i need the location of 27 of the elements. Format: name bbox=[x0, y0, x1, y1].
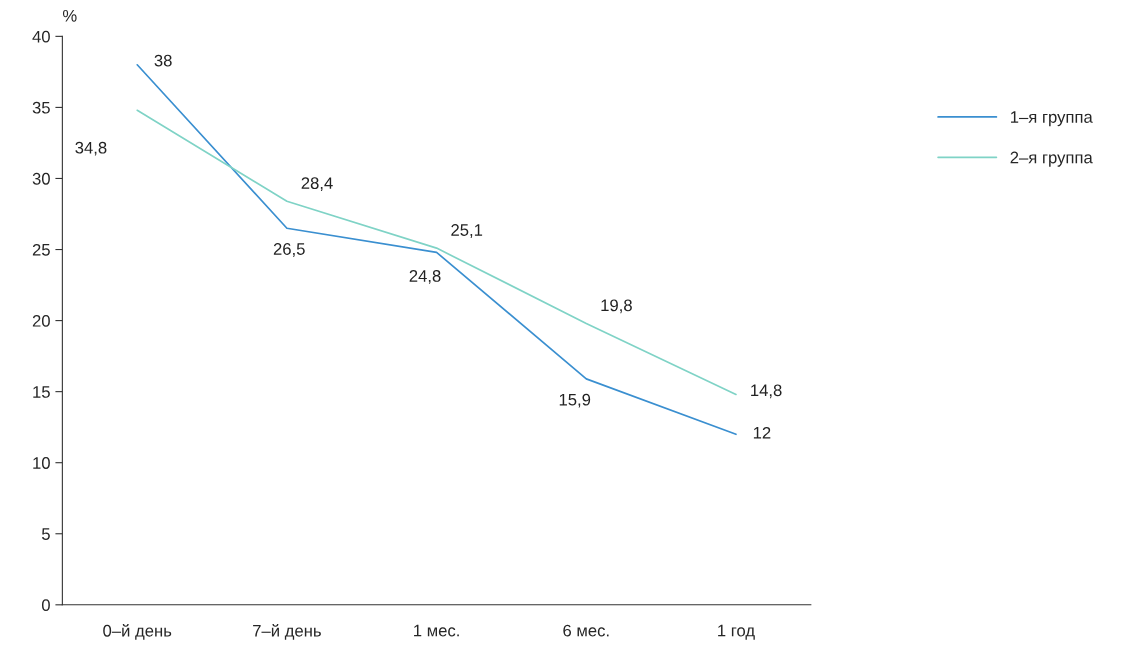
y-tick-label: 35 bbox=[32, 101, 50, 114]
data-label: 38 bbox=[154, 54, 172, 67]
data-label: 24,8 bbox=[409, 270, 441, 284]
x-tick-label: 1 год bbox=[718, 624, 755, 640]
x-tick-label: 1 мес. bbox=[414, 624, 459, 637]
x-tick-label: 6 мес. bbox=[563, 624, 609, 637]
x-tick-label: 7–й день bbox=[253, 624, 321, 640]
y-axis-title: % bbox=[62, 9, 77, 22]
y-tick-label: 5 bbox=[41, 528, 50, 540]
y-tick-label: 30 bbox=[32, 172, 50, 185]
y-tick-label: 10 bbox=[33, 457, 50, 469]
y-tick-label: 25 bbox=[32, 243, 50, 256]
y-tick-label: 0 bbox=[41, 599, 50, 612]
data-label: 34,8 bbox=[75, 141, 107, 156]
y-tick-label: 40 bbox=[32, 30, 50, 43]
data-label: 25,1 bbox=[451, 224, 483, 238]
legend-label: 2–я группа bbox=[1010, 151, 1093, 167]
data-label: 14,8 bbox=[751, 384, 782, 399]
legend-label: 1–я группа bbox=[1011, 111, 1093, 127]
x-tick-label: 0–й день bbox=[103, 624, 172, 640]
data-label: 12 bbox=[753, 426, 771, 439]
y-tick-label: 15 bbox=[33, 386, 50, 398]
data-label: 19,8 bbox=[601, 299, 632, 314]
data-label: 15,9 bbox=[559, 393, 591, 408]
y-tick-label: 20 bbox=[32, 314, 50, 327]
data-label: 28,4 bbox=[301, 177, 333, 191]
data-label: 26,5 bbox=[273, 243, 305, 257]
